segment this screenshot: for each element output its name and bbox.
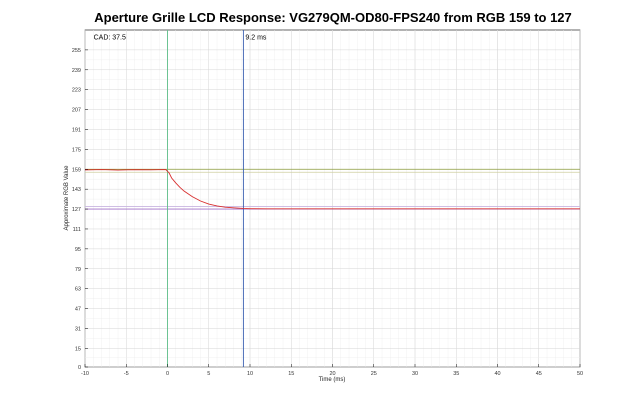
- y-tick-label: 175: [72, 147, 81, 153]
- y-tick-label: 159: [72, 167, 81, 173]
- y-axis-label: Approximate RGB Value: [64, 165, 70, 231]
- y-tick-label: 255: [72, 48, 81, 54]
- y-tick-label: 191: [72, 127, 81, 133]
- x-axis-label: Time (ms): [319, 377, 346, 383]
- y-tick-label: 111: [73, 227, 81, 233]
- annotations: CAD: 37.5 9.2 ms: [94, 34, 267, 41]
- reference-lines: [85, 30, 580, 367]
- y-tick-label: 223: [72, 88, 81, 94]
- y-tick-label: 239: [72, 68, 81, 74]
- x-tick-label: 20: [329, 371, 335, 377]
- annotation-label: 9.2 ms: [245, 34, 267, 41]
- y-tick-label: 143: [72, 187, 81, 193]
- x-tick-label: 10: [247, 371, 253, 377]
- x-tick-label: 35: [453, 371, 459, 377]
- y-tick-label: 95: [75, 247, 81, 253]
- x-ticks: -10 -5 0 5 10 15 20 25 30 35 40 45 50: [81, 364, 583, 377]
- y-tick-label: 0: [78, 365, 81, 371]
- chart-title: Aperture Grille LCD Response: VG279QM-OD…: [94, 10, 572, 25]
- series-layer: [84, 169, 580, 210]
- x-tick-label: 25: [371, 371, 377, 377]
- y-tick-label: 31: [75, 326, 81, 332]
- series-line: [84, 169, 580, 210]
- grid: [84, 30, 581, 368]
- x-tick-label: 15: [288, 371, 294, 377]
- y-tick-label: 207: [72, 108, 81, 114]
- y-tick-label: 127: [72, 207, 81, 213]
- y-tick-label: 15: [75, 346, 81, 352]
- y-tick-label: 79: [75, 267, 81, 273]
- y-tick-label: 47: [75, 307, 81, 313]
- y-ticks: 0 15 31 47 63 79 95 111 127 143 159 175 191 207 223 239…: [72, 48, 88, 371]
- annotation-label: CAD: 37.5: [94, 34, 126, 41]
- y-tick-label: 63: [75, 287, 81, 293]
- x-tick-label: -10: [81, 371, 89, 377]
- x-tick-label: 50: [577, 371, 583, 377]
- x-tick-label: -5: [124, 371, 129, 377]
- x-tick-label: 0: [166, 371, 169, 377]
- x-tick-label: 5: [207, 371, 210, 377]
- x-tick-label: 45: [536, 371, 542, 377]
- x-tick-label: 40: [494, 371, 500, 377]
- x-tick-label: 30: [412, 371, 418, 377]
